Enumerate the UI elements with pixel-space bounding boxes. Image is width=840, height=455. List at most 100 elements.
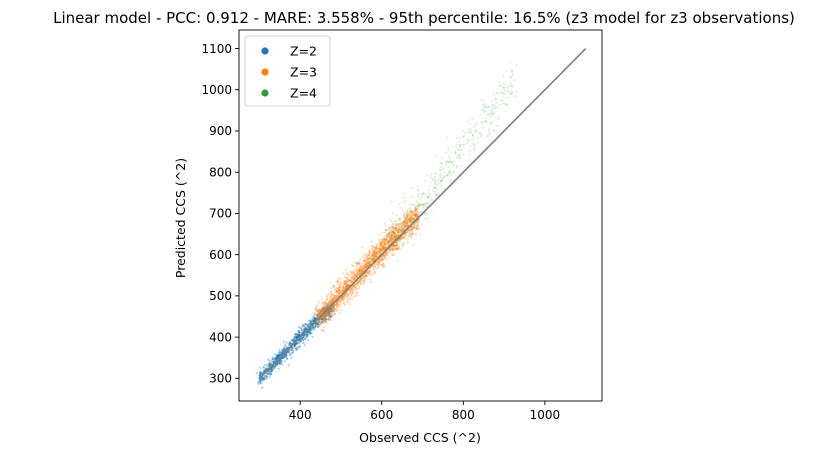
data-point <box>268 364 271 367</box>
data-point <box>366 256 369 259</box>
data-point <box>314 325 317 328</box>
data-point <box>359 277 362 281</box>
data-point <box>258 373 261 376</box>
data-point <box>400 222 403 225</box>
data-point <box>317 313 320 316</box>
data-point <box>263 363 266 367</box>
data-point <box>396 234 399 237</box>
data-point <box>279 359 282 362</box>
data-point <box>351 271 354 275</box>
data-point <box>396 246 399 249</box>
data-point <box>368 258 371 261</box>
data-point <box>440 178 443 181</box>
data-point <box>387 242 390 245</box>
data-point <box>345 284 348 288</box>
data-point <box>374 247 377 250</box>
data-point <box>459 149 462 152</box>
data-point <box>394 223 397 226</box>
data-point <box>304 327 307 330</box>
data-point <box>388 249 391 252</box>
data-point <box>283 354 286 357</box>
data-point <box>388 238 391 242</box>
data-point <box>388 235 391 238</box>
data-point <box>289 341 292 344</box>
data-point <box>380 248 383 251</box>
data-point <box>408 218 411 221</box>
data-point <box>286 357 289 360</box>
data-point <box>454 150 457 153</box>
data-point <box>396 243 399 247</box>
data-point <box>512 73 514 75</box>
data-point <box>323 317 327 320</box>
y-tick-label: 1100 <box>201 42 232 56</box>
data-point <box>329 295 333 298</box>
data-point <box>332 296 335 299</box>
data-point <box>337 291 340 294</box>
data-point <box>393 231 396 234</box>
data-point <box>327 315 330 318</box>
data-point <box>333 313 336 316</box>
data-point <box>488 131 491 134</box>
data-point <box>495 97 497 100</box>
data-point <box>309 331 312 334</box>
data-point <box>306 331 309 334</box>
data-point <box>284 354 287 357</box>
data-point <box>369 274 373 277</box>
data-point <box>505 69 508 72</box>
data-point <box>449 181 452 184</box>
data-point <box>293 336 296 339</box>
data-point <box>325 306 329 309</box>
data-point <box>383 255 387 258</box>
data-point <box>389 239 392 242</box>
data-point <box>320 309 323 313</box>
data-point <box>395 241 398 244</box>
data-point <box>388 230 391 233</box>
data-point <box>422 192 425 195</box>
data-point <box>412 218 415 221</box>
data-point <box>349 287 352 290</box>
data-point <box>372 255 375 258</box>
data-point <box>352 278 356 281</box>
data-point <box>417 212 420 215</box>
data-point <box>346 300 349 303</box>
data-point <box>327 304 330 307</box>
data-point <box>278 360 281 363</box>
data-point <box>332 296 336 299</box>
data-point <box>327 304 330 307</box>
data-point <box>345 281 348 284</box>
data-point <box>280 360 283 363</box>
data-point <box>482 99 485 102</box>
data-point <box>403 223 406 226</box>
data-point <box>364 259 367 262</box>
data-point <box>328 309 331 312</box>
data-point <box>372 253 375 257</box>
data-point <box>356 272 359 275</box>
data-point <box>348 284 351 287</box>
data-point <box>401 228 404 231</box>
data-point <box>328 309 331 312</box>
data-point <box>321 318 324 321</box>
data-point <box>316 304 319 307</box>
data-point <box>413 214 416 217</box>
data-point <box>403 228 406 231</box>
data-point <box>402 229 405 232</box>
data-point <box>402 243 405 246</box>
data-point <box>408 220 411 223</box>
data-point <box>319 313 322 316</box>
data-point <box>351 273 354 276</box>
data-point <box>388 227 391 230</box>
data-point <box>332 304 335 308</box>
legend-label: Z=2 <box>290 44 317 59</box>
data-point <box>330 293 333 296</box>
data-point <box>291 349 294 353</box>
data-point <box>405 209 408 212</box>
data-point <box>399 226 402 229</box>
data-point <box>273 365 276 368</box>
data-point <box>418 203 421 205</box>
data-point <box>334 307 337 310</box>
data-point <box>365 264 368 267</box>
data-point <box>510 92 513 95</box>
data-point <box>406 212 409 215</box>
data-point <box>259 378 262 381</box>
data-point <box>381 264 385 267</box>
